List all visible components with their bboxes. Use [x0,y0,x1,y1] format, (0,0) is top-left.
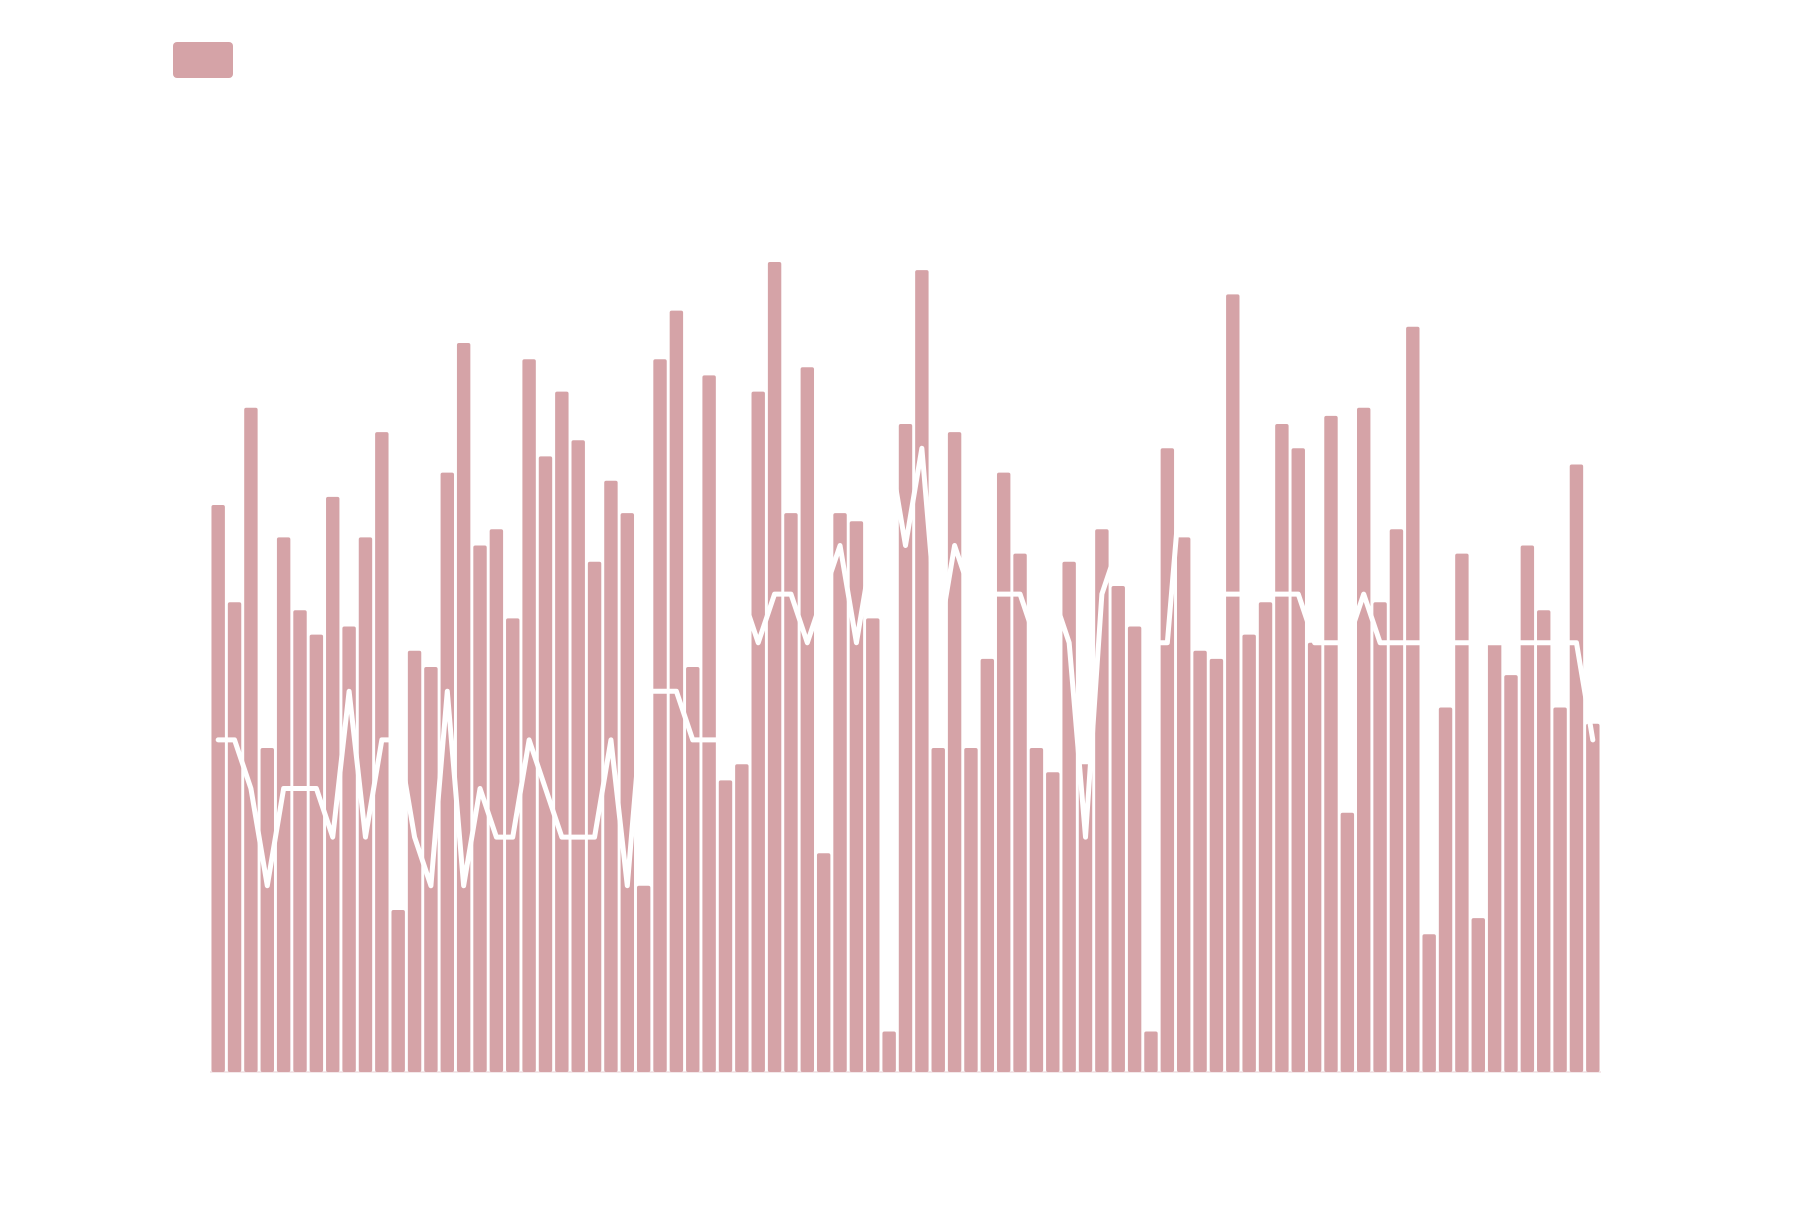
bar [1455,553,1469,1072]
bar [882,1031,896,1072]
bar [1275,424,1289,1072]
bar [1127,626,1142,1072]
bar [1324,415,1338,1072]
bar [1013,553,1027,1072]
bar [866,618,880,1072]
bar [735,764,749,1072]
series-line [215,445,1596,889]
bar [1504,675,1518,1072]
bar [686,667,700,1072]
bar [964,748,978,1072]
bar [653,359,667,1072]
bar [702,375,716,1072]
bar [1422,934,1436,1072]
bar [244,407,258,1072]
bar [506,618,520,1072]
bar [833,513,847,1072]
bar [767,262,782,1072]
bar [211,505,225,1072]
bar [1176,537,1191,1072]
bar [1389,529,1404,1072]
bar [980,658,995,1072]
bar [1111,586,1125,1072]
bar [1258,602,1273,1072]
bar [1291,448,1305,1072]
bar [816,853,831,1072]
bar [522,359,536,1072]
bar [1144,1031,1158,1072]
bar [1487,642,1502,1072]
bar [391,910,405,1072]
bar [1160,448,1175,1072]
bar [784,513,798,1072]
bar [996,472,1011,1073]
bar [1029,748,1044,1072]
legend-swatch [173,42,233,78]
bar [1537,610,1551,1072]
bar [1193,650,1207,1072]
bar [358,537,373,1072]
bar [456,343,471,1072]
bar [1569,464,1584,1072]
bar [587,561,602,1072]
bar [309,634,324,1072]
bar [915,270,929,1073]
bar [947,432,962,1073]
bar [260,748,274,1072]
bar [604,480,618,1072]
bar [1209,658,1224,1072]
bar [1226,294,1240,1072]
bar [931,748,945,1072]
bar [800,367,815,1072]
bar [326,496,340,1072]
bar [276,537,291,1072]
bar [1373,602,1387,1072]
bar [1357,407,1371,1072]
bar [1307,642,1322,1072]
bar [1078,764,1093,1072]
bar [1340,812,1355,1072]
bar [538,456,553,1072]
bar [1242,634,1256,1072]
bar [751,391,765,1073]
bar [1046,772,1060,1072]
bar [489,529,504,1072]
bar [440,472,454,1073]
bar [555,391,569,1073]
bar [293,610,307,1072]
bar [227,602,242,1072]
bar [620,513,635,1072]
bar [898,424,913,1072]
bar [1586,723,1600,1072]
bar [1406,326,1420,1072]
bar [1520,545,1535,1072]
bar [718,780,733,1072]
bar [407,650,422,1072]
bar [636,885,651,1072]
bar [473,545,487,1072]
bar [1438,707,1453,1072]
bar [849,521,864,1072]
bar [571,440,585,1072]
bar [1553,707,1567,1072]
bar [1471,918,1485,1072]
legend [173,42,241,78]
